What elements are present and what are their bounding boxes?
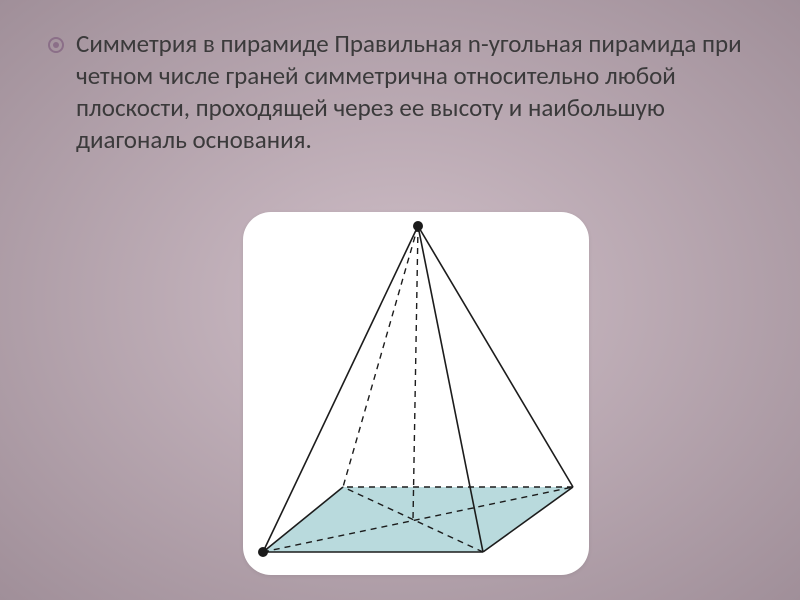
pyramid-svg: [243, 212, 589, 575]
bullet-row: Симметрия в пирамиде Правильная n-угольн…: [48, 28, 752, 156]
bullet-marker-icon: [48, 37, 64, 53]
slide: Симметрия в пирамиде Правильная n-угольн…: [0, 0, 800, 600]
pyramid-figure: [243, 212, 589, 575]
bullet-text: Симметрия в пирамиде Правильная n-угольн…: [76, 28, 752, 156]
